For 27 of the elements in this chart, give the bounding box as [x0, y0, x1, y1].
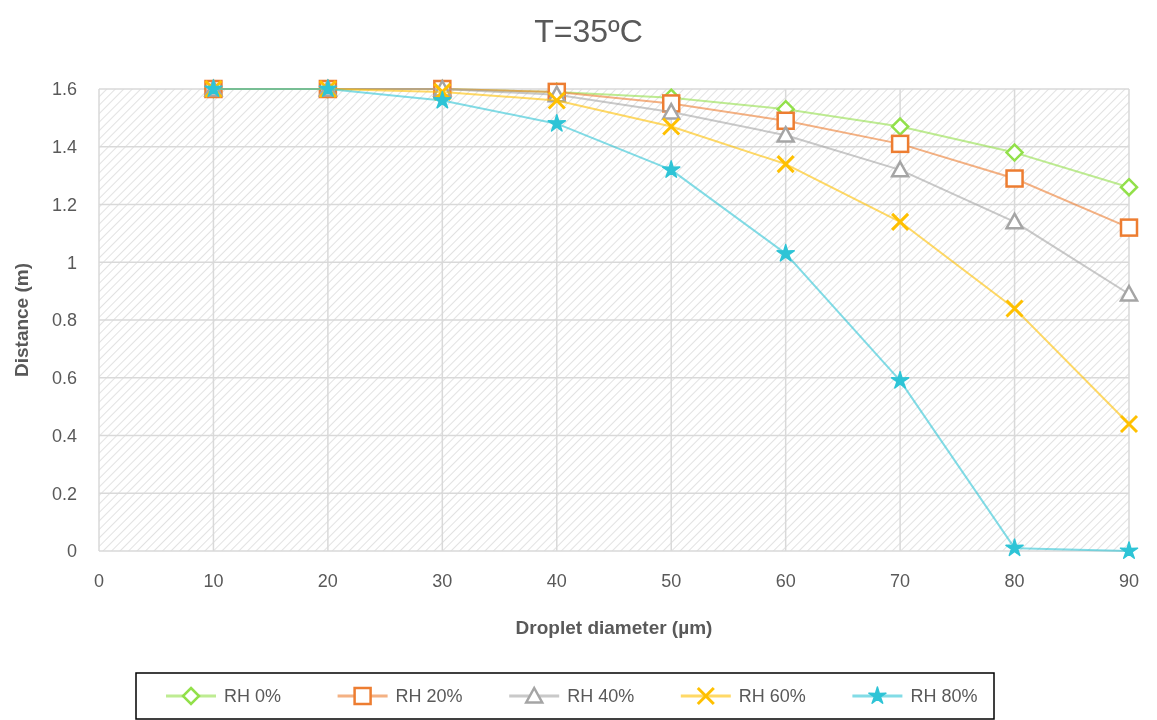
x-tick-label: 0	[93, 571, 105, 591]
x-tick-label: 80	[1004, 571, 1025, 591]
x-tick-label: 90	[1118, 571, 1140, 591]
x-tick-label: 50	[661, 571, 682, 591]
y-tick-label: 1.6	[51, 79, 77, 100]
legend-label: RH 0%	[224, 686, 282, 707]
y-tick-label: 0.2	[51, 483, 77, 504]
chart-title: T=35ºC	[534, 13, 643, 49]
x-tick-label: 70	[890, 571, 911, 591]
x-tick-label: 30	[432, 571, 453, 591]
y-tick-label: 1.2	[51, 194, 77, 215]
y-tick-label: 1.4	[51, 137, 77, 158]
y-tick-label: 0.6	[51, 368, 77, 389]
x-tick-label: 10	[203, 571, 224, 591]
y-tick-label: 0.8	[51, 310, 77, 331]
legend-label: RH 40%	[567, 686, 635, 707]
legend-label: RH 60%	[738, 686, 806, 707]
x-tick-label: 40	[546, 571, 567, 591]
y-tick-label: 0.4	[51, 425, 77, 446]
y-axis-title: Distance (m)	[11, 262, 32, 378]
legend-label: RH 20%	[395, 686, 463, 707]
x-tick-label: 60	[775, 571, 796, 591]
legend-label: RH 80%	[910, 686, 978, 707]
y-tick-label: 0	[66, 541, 77, 562]
x-axis-title: Droplet diameter (µm)	[515, 617, 713, 638]
y-tick-label: 1	[66, 252, 77, 273]
x-tick-label: 20	[317, 571, 338, 591]
